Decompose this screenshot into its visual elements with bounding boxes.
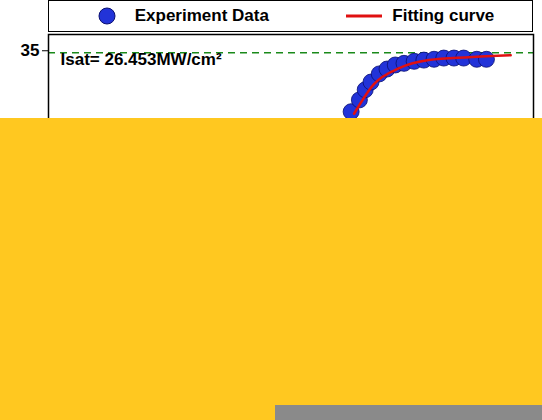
html-text:Experiment Data: Experiment Data <box>134 6 269 25</box>
svg-text:35: 35 <box>21 41 40 60</box>
html-text:Fitting curve: Fitting curve <box>392 6 495 25</box>
svg-text:Isat= 26.453MW/cm²: Isat= 26.453MW/cm² <box>61 50 222 69</box>
